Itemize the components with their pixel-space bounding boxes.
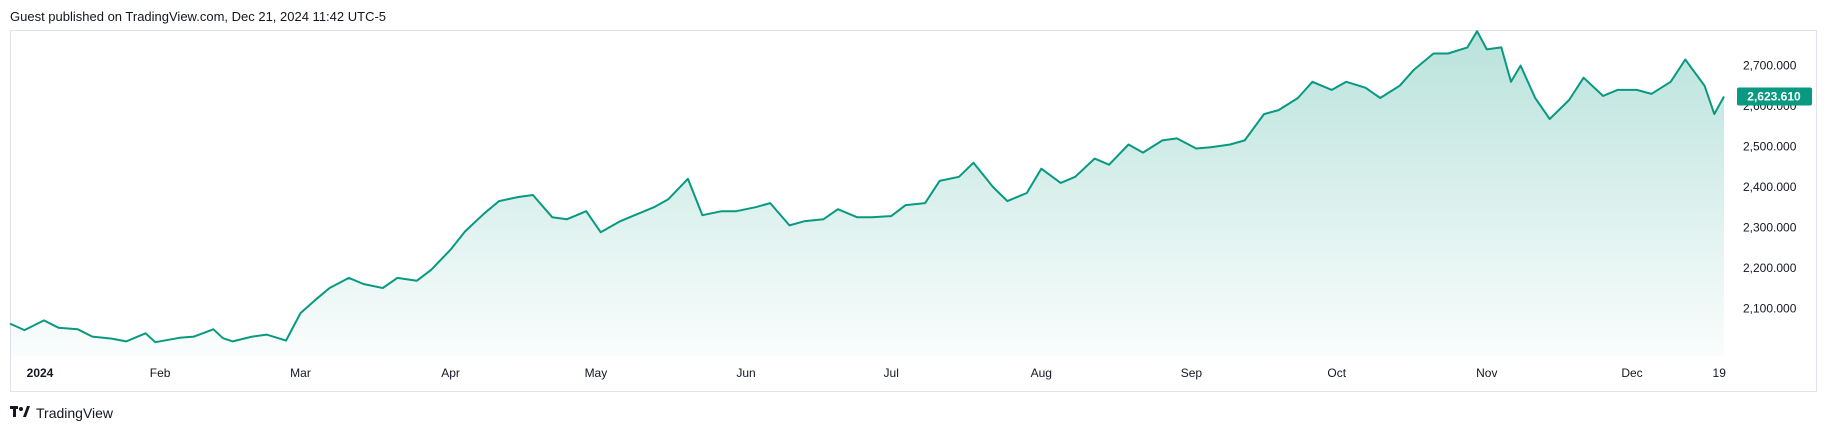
x-tick-label: Apr (441, 366, 460, 380)
published-caption: Guest published on TradingView.com, Dec … (10, 9, 387, 24)
tradingview-brand-text: TradingView (36, 405, 114, 421)
x-tick-label: Mar (290, 366, 311, 380)
x-tick-label: Dec (1621, 366, 1642, 380)
x-tick-label: Jul (884, 366, 899, 380)
x-tick-label: Feb (150, 366, 171, 380)
tradingview-footer[interactable]: TradingView (10, 405, 113, 421)
tradingview-logo-icon (10, 406, 30, 420)
x-tick-label: Nov (1476, 366, 1497, 380)
y-tick-label: 2,100.000 (1743, 301, 1797, 315)
price-area-fill (10, 31, 1724, 356)
x-tick-label: 19 (1713, 366, 1727, 380)
last-price-label: 2,623.610 (1747, 90, 1801, 104)
y-tick-label: 2,400.000 (1743, 180, 1797, 194)
price-line (9, 30, 1725, 344)
x-tick-label: Oct (1327, 366, 1346, 380)
x-tick-label: 2024 (27, 366, 54, 380)
y-tick-label: 2,500.000 (1743, 140, 1797, 154)
x-tick-label: Jun (736, 366, 755, 380)
y-tick-label: 2,700.000 (1743, 59, 1797, 73)
x-tick-label: Aug (1031, 366, 1052, 380)
y-tick-label: 2,300.000 (1743, 220, 1797, 234)
chart-frame[interactable] (10, 30, 1817, 392)
y-tick-label: 2,200.000 (1743, 261, 1797, 275)
x-tick-label: Sep (1181, 366, 1203, 380)
price-chart[interactable]: 2024 Feb Mar Apr May Jun Jul Aug Sep Oct Nov Dec 19 … (0, 0, 1829, 400)
last-price-tag: 2,623.610 (1737, 87, 1812, 106)
x-tick-label: May (585, 366, 608, 380)
